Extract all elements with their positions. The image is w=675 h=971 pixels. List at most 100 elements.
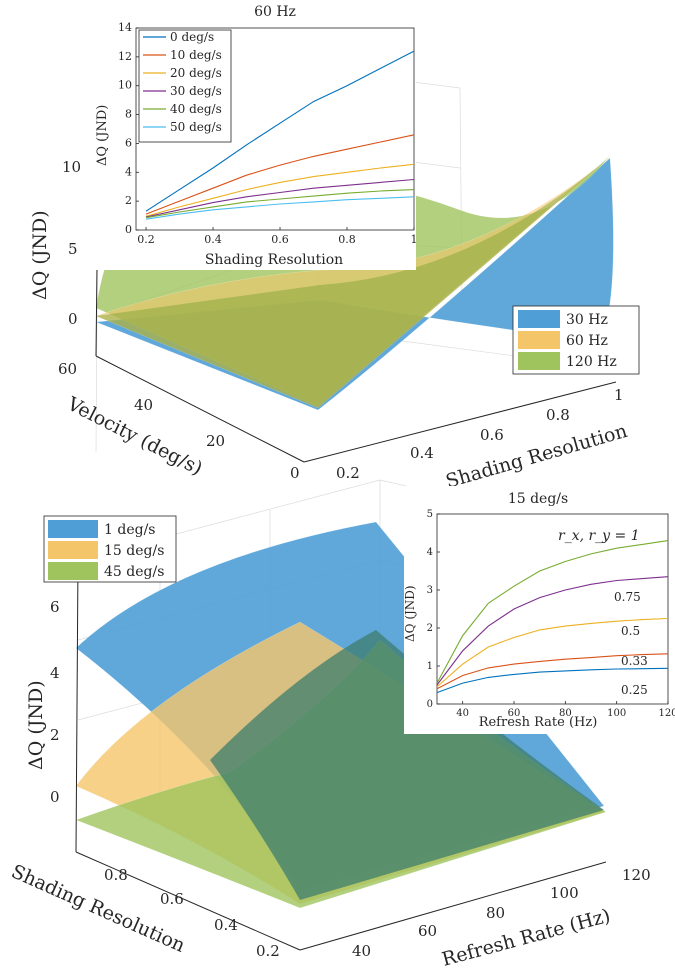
bottom-legend-label-15degs: 15 deg/s (104, 543, 164, 559)
inset60-plot-ytick-label-4: 8 (125, 108, 132, 121)
inset60-plot-series-line-3 (145, 178, 415, 218)
top-x-tick-08: 0.8 (546, 406, 570, 424)
inset15-plot-ytick-label-3: 3 (427, 585, 433, 596)
top-x-tick-1: 1 (614, 386, 624, 404)
inset60-legend: 0 deg/s 10 deg/s 20 deg/s 30 deg/s 40 deg/s 5… (138, 29, 232, 143)
inset60-plot-ytick-label-6: 12 (118, 50, 132, 63)
inset60-plot-ytick-label-1: 2 (125, 194, 132, 207)
inset15-plot-series-line-1 (436, 576, 669, 686)
inset15-plot-series-line-3 (436, 653, 669, 690)
inset60-plot-xtick-label-2: 0.6 (271, 233, 289, 246)
inset60-plot-ytick-label-3: 6 (125, 136, 132, 149)
bottom-z-ticks: 0 2 4 6 (50, 598, 60, 806)
inset60-legend-label-5: 50 deg/s (170, 120, 222, 134)
bottom-legend-swatch-45degs (48, 562, 98, 580)
top-legend-label-30hz: 30 Hz (566, 312, 608, 328)
top-x-tick-04: 0.4 (410, 444, 434, 462)
top-legend: 30 Hz 60 Hz 120 Hz (512, 305, 640, 375)
inset60-plot-ytick-label-5: 10 (118, 79, 132, 92)
inset60-plot-xtick-label-1: 0.4 (204, 233, 222, 246)
bottom-y-label: Shading Resolution (8, 860, 188, 956)
inset60-legend-label-4: 40 deg/s (170, 102, 222, 116)
bottom-z-label: ΔQ (JND) (25, 680, 47, 770)
bottom-z-tick-2: 2 (50, 726, 60, 744)
top-x-axis-line (303, 381, 617, 463)
top-y-tick-60: 60 (58, 360, 77, 378)
inset60-plot-xtick-label-0: 0.2 (137, 233, 155, 246)
bottom-z-tick-0: 0 (50, 788, 60, 806)
bottom-legend-label-45degs: 45 deg/s (104, 564, 164, 580)
inset15-series-annotation-1: 0.75 (614, 590, 641, 604)
inset15-series-annotation-3: 0.33 (621, 654, 648, 668)
bottom-y-tick-08: 0.8 (104, 866, 128, 884)
bottom-z-axis-line (75, 559, 79, 853)
inset60-plot-series-line-1 (145, 134, 415, 215)
inset60-legend-label-3: 30 deg/s (170, 84, 222, 98)
inset60-legend-label-1: 10 deg/s (170, 48, 222, 62)
bottom-x-label: Refresh Rate (Hz) (440, 905, 613, 971)
inset15-plot-series-line-4 (436, 667, 669, 694)
inset15-plot-ytick-label-4: 4 (427, 547, 433, 558)
inset15-plot-ytick-label-5: 5 (427, 509, 433, 520)
inset15-plot-ytick-label-2: 2 (427, 623, 433, 634)
top-y-ticks: 60 40 20 0 (58, 360, 300, 482)
bottom-legend: 1 deg/s 15 deg/s 45 deg/s (43, 515, 177, 583)
inset60-plot-axes-box (135, 27, 415, 231)
bottom-legend-swatch-1degs (48, 520, 98, 538)
bottom-y-tick-04: 0.4 (214, 916, 238, 934)
surface-60hz-overlay (96, 157, 610, 408)
bottom-x-axis-line (299, 861, 607, 951)
bottom-x-tick-80: 80 (486, 904, 505, 922)
bottom-z-tick-4: 4 (50, 664, 60, 682)
inset60-plot-series-line-4 (145, 189, 415, 219)
top-z-label: ΔQ (JND) (29, 210, 51, 300)
top-legend-swatch-30hz (518, 310, 560, 328)
bottom-surface-plot: 0 2 4 6 ΔQ (JND) 0.8 0.6 0.4 0.2 Shading… (8, 479, 651, 971)
bottom-z-tick-6: 6 (50, 598, 60, 616)
inset15-plot-series-line-0 (436, 540, 669, 684)
top-z-tick-10: 10 (62, 158, 81, 176)
inset60-plot-ytick-label-2: 4 (125, 165, 132, 178)
inset15-plot-xtick-label-0: 40 (456, 708, 469, 719)
top-z-tick-5: 5 (68, 240, 78, 258)
inset60-plot-series-line-0 (145, 50, 415, 212)
inset60-plot-ytick-label-0: 0 (125, 223, 132, 236)
bottom-legend-label-1degs: 1 deg/s (104, 522, 155, 538)
inset15-plot-xtick-label-3: 100 (607, 708, 626, 719)
inset15-plot-ytick-label-1: 1 (427, 661, 433, 672)
inset15-ylabel: ΔQ (JND) (403, 585, 417, 642)
top-x-label: Shading Resolution (443, 420, 629, 493)
top-legend-label-120hz: 120 Hz (566, 354, 617, 370)
bottom-x-ticks: 40 60 80 100 120 (352, 866, 651, 960)
top-x-tick-02: 0.2 (336, 464, 360, 482)
bottom-y-tick-06: 0.6 (160, 890, 184, 908)
inset60-plot-ytick-label-7: 14 (118, 21, 132, 34)
top-x-ticks: 0.2 0.4 0.6 0.8 1 (336, 386, 624, 482)
bottom-x-tick-60: 60 (418, 922, 437, 940)
inset15-xlabel: Refresh Rate (Hz) (479, 715, 598, 730)
top-x-tick-06: 0.6 (480, 426, 504, 444)
inset15-plot-ytick-label-0: 0 (427, 699, 433, 710)
inset60-legend-label-2: 20 deg/s (170, 66, 222, 80)
surface-overlap (210, 630, 604, 900)
inset15-title: 15 deg/s (508, 491, 568, 507)
top-y-tick-0: 0 (290, 464, 300, 482)
inset15-plot-xtick-label-2: 80 (559, 708, 572, 719)
inset15-plot-xtick-label-1: 60 (508, 708, 521, 719)
bottom-y-axis-line (75, 851, 301, 951)
inset15-series-annotation-4: 0.25 (621, 683, 648, 697)
inset15-series-annotation-0: r_x, r_y = 1 (558, 528, 640, 544)
inset15-plot-xtick-label-4: 120 (658, 708, 675, 719)
inset60-title: 60 Hz (254, 4, 296, 20)
inset60-plot-xtick-label-3: 0.8 (338, 233, 356, 246)
bottom-y-tick-02: 0.2 (256, 942, 280, 960)
top-legend-swatch-60hz (518, 331, 560, 349)
inset15-series-annotation-2: 0.5 (621, 624, 640, 638)
inset60-legend-label-0: 0 deg/s (170, 30, 214, 44)
inset15-plot-area: 40 60 80 100 120 0 1 2 3 4 5 r_x, r_y = 1 0.75 0.5 0.3… (427, 509, 675, 719)
inset15-plot-axes-box (436, 513, 669, 705)
inset60-plot-series-line-5 (145, 196, 415, 220)
